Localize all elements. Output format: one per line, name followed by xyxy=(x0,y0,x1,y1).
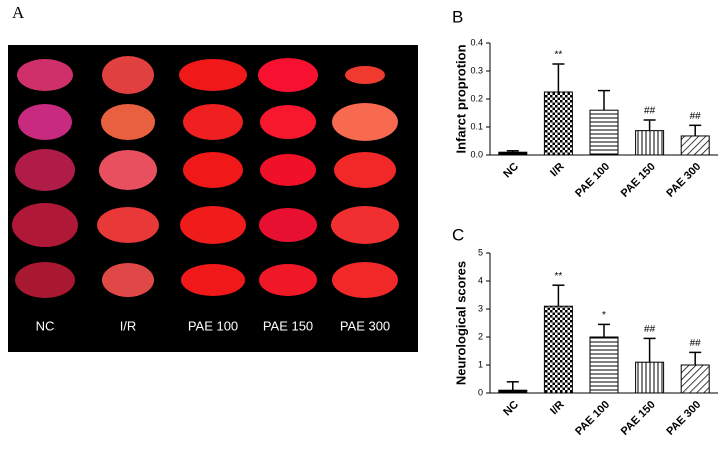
significance-label: ## xyxy=(690,338,702,349)
bar xyxy=(635,361,665,394)
y-tick-label: 0.3 xyxy=(470,65,483,75)
brain-slice xyxy=(181,264,245,296)
y-tick-label: 2 xyxy=(478,331,483,341)
photo-background xyxy=(8,45,418,352)
y-axis-label: Infarct proprotion xyxy=(453,44,468,153)
y-tick-label: 0 xyxy=(478,387,483,397)
y-tick-label: 0.1 xyxy=(470,121,483,131)
brain-slice xyxy=(15,149,75,191)
x-tick-label: PAE 100 xyxy=(573,161,612,200)
bar xyxy=(680,364,710,394)
brain-slice xyxy=(183,104,243,140)
brain-slice xyxy=(102,263,154,297)
brain-slice xyxy=(260,105,316,139)
x-tick-label: PAE 300 xyxy=(664,399,703,438)
panel-label: B xyxy=(452,7,463,26)
brain-slice xyxy=(101,104,155,140)
group-label: PAE 100 xyxy=(188,318,238,333)
y-axis-label: Neurological scores xyxy=(453,261,468,385)
y-tick-label: 3 xyxy=(478,303,483,313)
significance-label: ** xyxy=(555,271,563,282)
brain-slice xyxy=(259,264,317,296)
significance-label: * xyxy=(602,310,606,321)
panel-label: C xyxy=(452,225,464,244)
significance-label: ## xyxy=(690,111,702,122)
bar xyxy=(498,389,528,394)
x-tick-label: NC xyxy=(501,399,521,419)
x-tick-label: PAE 300 xyxy=(664,161,703,200)
bar xyxy=(543,91,573,156)
brain-slice xyxy=(183,152,243,188)
brain-slice xyxy=(180,206,246,244)
y-tick-label: 5 xyxy=(478,247,483,257)
bar xyxy=(498,151,528,156)
group-label: NC xyxy=(36,318,55,333)
brain-slice xyxy=(331,206,399,244)
brain-slice xyxy=(345,66,385,84)
x-tick-label: NC xyxy=(501,161,521,181)
brain-slice xyxy=(97,207,159,243)
y-tick-label: 0.2 xyxy=(470,93,483,103)
panel-label: A xyxy=(12,3,25,22)
y-tick-label: 0.0 xyxy=(470,149,483,159)
brain-slice xyxy=(12,203,78,247)
y-tick-label: 4 xyxy=(478,275,483,285)
brain-slice xyxy=(99,150,157,190)
x-tick-label: PAE 100 xyxy=(573,399,612,438)
x-tick-label: I/R xyxy=(548,161,566,179)
bar xyxy=(635,130,665,156)
significance-label: ## xyxy=(644,106,656,117)
y-tick-label: 1 xyxy=(478,359,483,369)
brain-slice xyxy=(334,152,396,188)
x-tick-label: PAE 150 xyxy=(619,399,658,438)
brain-slice xyxy=(260,154,316,186)
brain-slice xyxy=(259,208,317,242)
bar xyxy=(680,135,710,156)
x-tick-label: PAE 150 xyxy=(619,161,658,200)
brain-slice xyxy=(179,59,247,91)
significance-label: ** xyxy=(555,50,563,61)
significance-label: ## xyxy=(644,324,656,335)
bar xyxy=(589,336,619,394)
brain-slice xyxy=(18,104,72,140)
brain-slice xyxy=(332,103,398,141)
group-label: PAE 150 xyxy=(263,318,313,333)
group-label: I/R xyxy=(120,318,137,333)
brain-slice xyxy=(15,262,75,298)
brain-slice xyxy=(17,59,73,91)
x-tick-label: I/R xyxy=(548,399,566,417)
brain-slice xyxy=(258,58,318,92)
bar xyxy=(543,305,573,394)
bar xyxy=(589,109,619,156)
group-label: PAE 300 xyxy=(340,318,390,333)
brain-slice xyxy=(102,56,154,94)
brain-slice xyxy=(332,262,398,298)
y-tick-label: 0.4 xyxy=(470,37,483,47)
